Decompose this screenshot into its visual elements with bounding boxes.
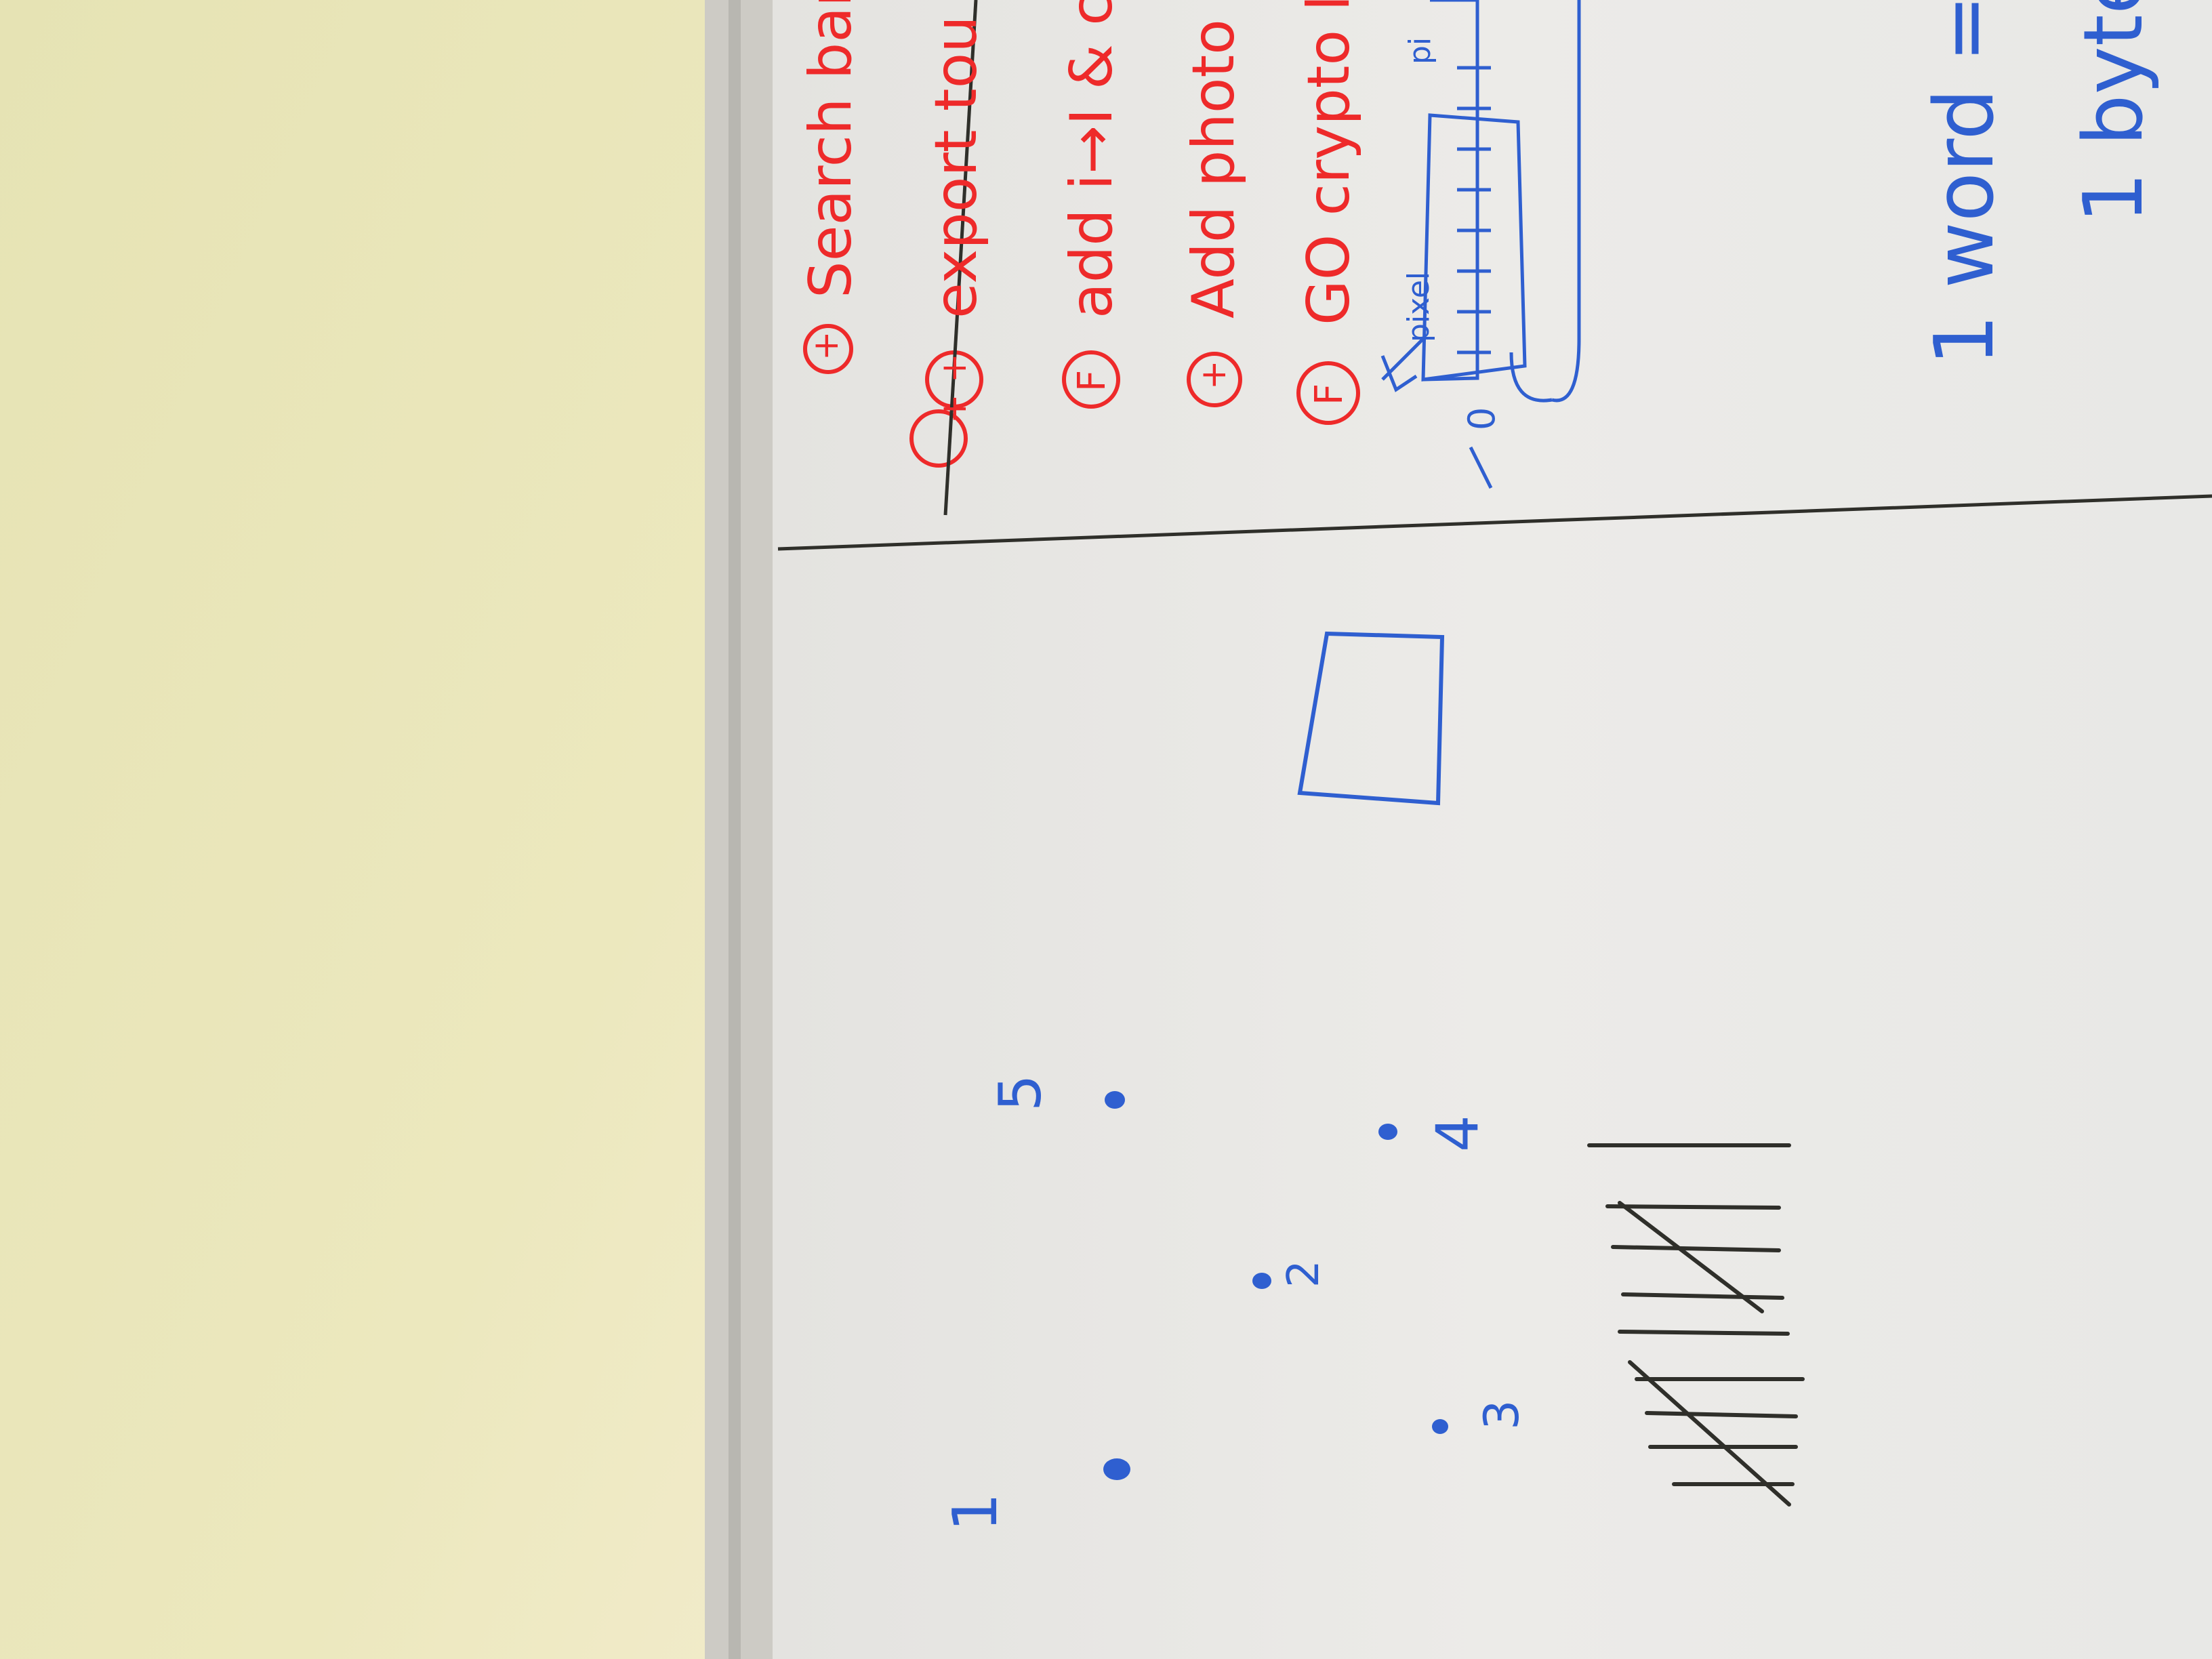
dot-label-1: 1: [940, 1493, 1011, 1532]
blue-note-line-2: 1 byte: [2067, 0, 2161, 224]
pixel-label: pixel: [1401, 272, 1436, 342]
pixel-tick: [1469, 446, 1493, 489]
pixel-start: 0: [1460, 407, 1503, 430]
red-badge-circle: [803, 324, 853, 374]
pixel-arrow: [1380, 337, 1425, 392]
pixel-label-2: pi: [1403, 37, 1437, 64]
red-badge-circle: [1187, 352, 1242, 407]
red-item-4: Add photo c: [1180, 0, 1248, 319]
dot-5: [1105, 1091, 1125, 1109]
tally-mark: [1621, 1292, 1784, 1300]
blue-note-line-1: 1 word = 4b: [1918, 0, 2012, 366]
divider-line: [777, 494, 2212, 551]
red-badge-circle: [1062, 350, 1120, 409]
red-list-items: Search bar export tou add i→I & c Add ph…: [797, 0, 1363, 424]
dot-label-5: 5: [987, 1074, 1054, 1111]
red-todo-list: [803, 324, 1360, 468]
dot-label-2: 2: [1279, 1260, 1329, 1288]
red-badge-5: F: [1307, 384, 1351, 405]
tally-mark: [1645, 1411, 1798, 1418]
tally-slash: [1628, 1360, 1791, 1507]
tally-slash: [1618, 1201, 1764, 1313]
tally-marks: [1587, 1143, 1805, 1507]
dot-2: [1252, 1273, 1271, 1289]
dot-1: [1103, 1458, 1130, 1480]
wall: [0, 0, 729, 1659]
red-item-2: export tou: [922, 16, 990, 319]
red-badge-1: +: [806, 331, 846, 361]
dot-4: [1378, 1124, 1397, 1140]
red-badge-4: +: [1193, 360, 1234, 390]
pixel-row-big: [1551, 0, 1581, 403]
tally-mark: [1605, 1204, 1781, 1210]
blue-square: [1297, 631, 1445, 806]
dot-3: [1432, 1419, 1448, 1434]
red-item-5: GO crypto l: [1295, 0, 1363, 325]
red-badge-circle: [1296, 361, 1360, 425]
red-badge-circle: [909, 409, 968, 468]
pixel-cells: [1457, 66, 1491, 354]
board-frame-edge: [729, 0, 741, 1659]
red-badge-3: F: [1070, 370, 1114, 392]
red-badge-2: + +: [934, 353, 975, 424]
strikethrough-line: [943, 0, 978, 516]
dot-label-4: 4: [1424, 1115, 1492, 1152]
red-item-1: Search bar: [797, 0, 865, 298]
dot-group: [1103, 1091, 1448, 1480]
tally-mark: [1611, 1245, 1781, 1252]
pixel-row-big-2: [1509, 352, 1553, 403]
dot-label-3: 3: [1474, 1399, 1530, 1430]
tally-mark: [1618, 1330, 1790, 1336]
pixel-diagram: [1380, 0, 1581, 489]
pixel-box: [1421, 113, 1527, 382]
red-item-3: add i→I & c: [1058, 0, 1126, 319]
whiteboard: [773, 0, 2212, 1659]
